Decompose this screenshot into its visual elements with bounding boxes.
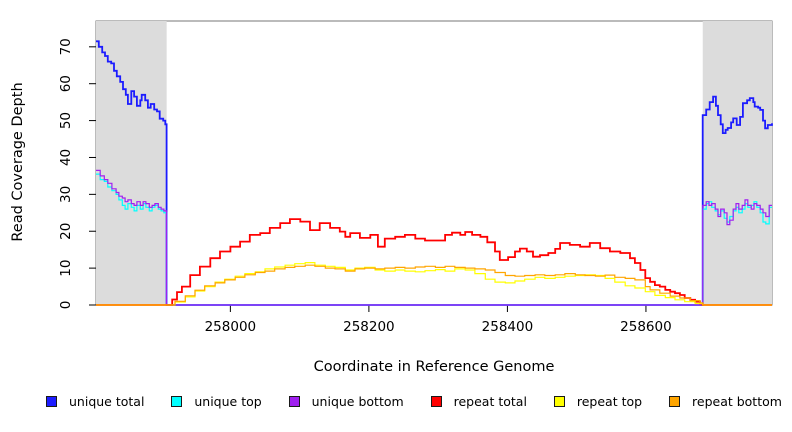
- legend-swatch-unique-top: [171, 396, 183, 407]
- series-line-repeat-bottom: [96, 264, 772, 306]
- legend-label-unique-top: unique top: [194, 394, 262, 409]
- y-tick-label: 20: [58, 223, 74, 240]
- x-tick-label: 258200: [343, 319, 395, 335]
- coverage-chart: 258000 258200 258400 258600 0 10 20 30 40 50 60 70: [58, 20, 773, 335]
- y-tick-label: 10: [58, 260, 74, 277]
- legend-swatch-repeat-bottom: [669, 396, 681, 407]
- legend-item-repeat-total: repeat total: [430, 394, 527, 409]
- x-tick-label: 258600: [620, 319, 672, 335]
- legend-swatch-unique-total: [46, 396, 57, 407]
- y-tick-label: 40: [58, 149, 74, 166]
- plot-box: [95, 20, 773, 306]
- y-tick-label: 50: [58, 112, 74, 129]
- x-tick-label: 258400: [482, 319, 534, 335]
- legend-label-unique-bottom: unique bottom: [311, 394, 404, 409]
- y-tick-label: 60: [58, 75, 74, 92]
- legend-label-repeat-bottom: repeat bottom: [692, 394, 782, 409]
- y-tick-label: 70: [58, 38, 74, 55]
- legend-swatch-unique-bottom: [288, 396, 300, 407]
- legend-label-unique-total: unique total: [69, 394, 145, 409]
- legend-item-unique-top: unique top: [171, 394, 262, 409]
- shaded-region: [702, 21, 772, 305]
- legend-item-repeat-top: repeat top: [553, 394, 643, 409]
- legend-item-repeat-bottom: repeat bottom: [669, 394, 782, 409]
- series-line-repeat-total: [96, 218, 772, 306]
- legend: unique total unique top unique bottom repea…: [0, 394, 792, 409]
- legend-item-unique-bottom: unique bottom: [288, 394, 404, 409]
- legend-label-repeat-top: repeat top: [576, 394, 643, 409]
- x-axis-title: Coordinate in Reference Genome: [313, 359, 555, 375]
- x-tick-label: 258000: [205, 319, 257, 335]
- legend-item-unique-total: unique total: [46, 394, 144, 409]
- series-line-unique-total: [96, 40, 773, 306]
- y-tick-label: 0: [58, 301, 74, 310]
- shaded-region: [96, 21, 167, 305]
- legend-swatch-repeat-top: [553, 396, 565, 407]
- series-line-unique-top: [96, 173, 772, 306]
- y-tick-label: 30: [58, 186, 74, 203]
- legend-label-repeat-total: repeat total: [453, 394, 527, 409]
- series-line-unique-bottom: [96, 169, 772, 306]
- legend-swatch-repeat-total: [430, 396, 442, 407]
- y-axis-title: Read Coverage Depth: [10, 82, 26, 242]
- series-line-repeat-top: [96, 262, 772, 306]
